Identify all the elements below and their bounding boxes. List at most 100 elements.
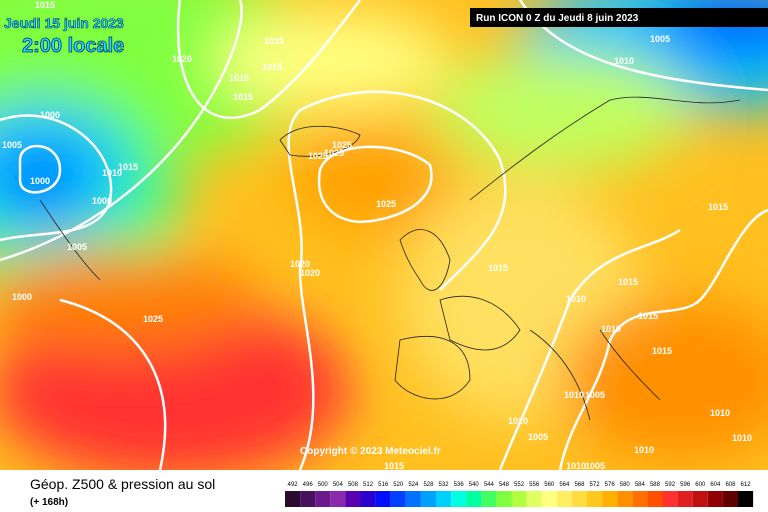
legend-label: 552 [514,482,525,488]
legend-swatch [330,491,346,507]
legend-swatch [738,491,754,507]
legend-swatch [360,491,376,507]
isobar-label: 1010 [634,445,654,455]
legend-swatch [496,491,512,507]
isobar-label: 1000 [40,110,60,120]
legend-label: 560 [544,482,555,488]
isobar-label: 1010 [732,433,752,443]
isobar-label: 1015 [229,73,249,83]
isobar-label: 1020 [290,259,310,269]
isobar-label: 1000 [92,196,112,206]
legend-label: 492 [288,482,299,488]
isobar-label: 1015 [118,162,138,172]
legend-swatch [511,491,527,507]
legend-swatch [587,491,603,507]
legend-label: 536 [454,482,465,488]
field [0,0,768,480]
legend-swatch [315,491,331,507]
legend-label: 548 [499,482,510,488]
isobar-label: 1010 [564,390,584,400]
legend-label: 504 [333,482,344,488]
run-bar [470,8,768,27]
legend-label: 572 [590,482,601,488]
legend-label: 580 [620,482,631,488]
isobar-label: 1005 [2,140,22,150]
isobar-label: 1015 [708,202,728,212]
isobar-label: 1015 [384,461,404,471]
isobar-label: 1025 [332,140,352,150]
legend-swatch [390,491,406,507]
legend-swatch [375,491,391,507]
run-info: Run ICON 0 Z du Jeudi 8 juin 2023 [476,13,639,24]
legend-swatch [677,491,693,507]
isobar-label: 1015 [652,346,672,356]
isobar-label: 1005 [67,242,87,252]
isobars [0,0,768,471]
legend-label: 608 [725,482,736,488]
footer-title: Géop. Z500 & pression au sol [30,476,215,492]
legend-swatch [345,491,361,507]
copyright: Copyright © 2023 Meteociel.fr [300,446,441,457]
date: Jeudi 15 juin 2023 [4,15,124,31]
isobar-label: 1000 [12,292,32,302]
time: 2:00 locale [22,35,124,57]
isobar-label: 1015 [638,311,658,321]
isobar-label: 1020 [172,54,192,64]
legend-label: 516 [378,482,389,488]
legend-swatch [632,491,648,507]
isobar-label: 1025 [376,199,396,209]
legend-label: 564 [559,482,570,488]
isobar-label: 1010 [566,294,586,304]
isobar-label: 1015 [264,36,284,46]
legend-swatch [526,491,542,507]
isobar-label: 1005 [650,34,670,44]
legend-label: 544 [484,482,495,488]
legend-swatch [541,491,557,507]
isobar-label: 1005 [585,461,605,471]
legend-label: 556 [529,482,540,488]
legend-swatch [602,491,618,507]
isobar-label: 1010 [601,324,621,334]
isobar-label: 1015 [233,92,253,102]
legend-swatch [571,491,587,507]
coastlines [39,96,741,421]
legend-swatch [722,491,738,507]
isobar-labels: 1015102010151015101510151000100510151010… [2,0,752,471]
legend-label: 592 [665,482,676,488]
legend-swatch [647,491,663,507]
isobar-label: 1010 [614,56,634,66]
isobar-label: 1005 [528,432,548,442]
legend-swatch [405,491,421,507]
legend-label: 600 [695,482,706,488]
legend-label: 496 [303,482,314,488]
legend-label: 568 [574,482,585,488]
legend-label: 512 [363,482,374,488]
legend-label: 532 [439,482,450,488]
isobar-label: 1015 [618,277,638,287]
isobar-label: 1010 [508,416,528,426]
legend-label: 596 [680,482,691,488]
legend-swatch [285,491,301,507]
legend-swatch [692,491,708,507]
legend-label: 576 [605,482,616,488]
isobar-label: 1010 [566,461,586,471]
legend-label: 500 [318,482,329,488]
legend-swatch [707,491,723,507]
isobar-label: 1015 [35,0,55,10]
legend-swatch [300,491,316,507]
legend-swatch [662,491,678,507]
isobar-label: 1015 [262,62,282,72]
legend-swatch [451,491,467,507]
isobar-label: 1010 [710,408,730,418]
legend-label: 540 [469,482,480,488]
legend-swatch [556,491,572,507]
legend-label: 584 [635,482,646,488]
legend-label: 520 [393,482,404,488]
legend-label: 508 [348,482,359,488]
legend-label: 524 [408,482,419,488]
isobar-label: 1025 [308,151,328,161]
legend-swatch [420,491,436,507]
isobar-label: 1010 [102,168,122,178]
legend-label: 588 [650,482,661,488]
legend-swatch [617,491,633,507]
